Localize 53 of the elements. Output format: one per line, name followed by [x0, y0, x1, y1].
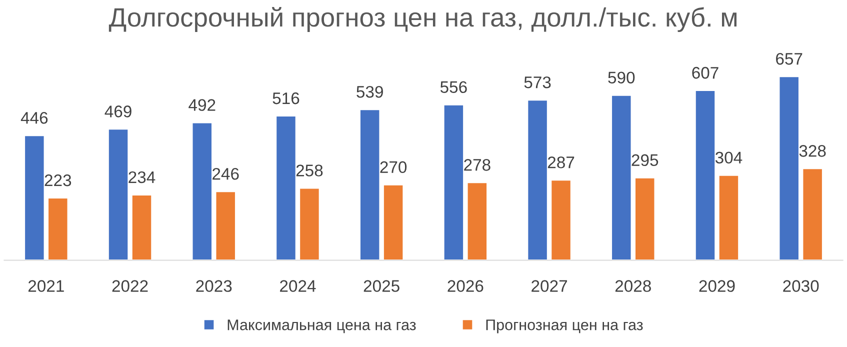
bar	[298, 187, 320, 260]
x-tick-label: 2025	[364, 280, 400, 292]
bar	[550, 179, 572, 260]
bar	[778, 76, 800, 260]
bar	[359, 108, 381, 260]
data-label: 295	[632, 154, 658, 166]
bar	[526, 99, 548, 260]
bar	[442, 104, 464, 260]
x-tick-label: 2026	[448, 280, 484, 292]
x-tick-label: 2027	[532, 280, 567, 292]
chart-title: Долгосрочный прогноз цен на газ, долл./тыс. куб. м	[108, 6, 736, 32]
data-label: 469	[104, 106, 132, 118]
bar	[466, 182, 488, 260]
bar	[214, 190, 236, 260]
x-tick-label: 2024	[280, 280, 316, 292]
legend-label: Максимальная цена на газ	[228, 320, 416, 334]
bar	[802, 168, 824, 260]
data-label: 539	[356, 86, 383, 98]
data-label: 328	[799, 145, 826, 157]
x-tick-label: 2029	[699, 280, 735, 292]
x-tick-label: 2021	[28, 280, 64, 292]
data-label: 278	[464, 159, 490, 171]
data-label: 258	[296, 164, 323, 176]
data-label: 234	[128, 171, 156, 184]
data-label: 492	[188, 99, 216, 111]
data-label: 223	[44, 174, 72, 186]
x-tick-label: 2022	[112, 280, 148, 292]
data-label: 287	[548, 156, 574, 168]
bar	[694, 90, 716, 260]
data-label: 556	[440, 81, 467, 94]
data-label: 657	[776, 52, 802, 65]
data-label: 516	[272, 92, 300, 104]
data-label: 573	[524, 76, 551, 88]
bar	[382, 184, 404, 260]
bar	[634, 176, 656, 260]
data-label: 446	[20, 112, 48, 124]
data-label: 304	[715, 152, 742, 164]
data-label: 246	[212, 168, 239, 180]
bar	[130, 194, 153, 260]
bar	[275, 115, 297, 260]
bar	[47, 197, 69, 260]
bar	[24, 134, 46, 260]
legend-label: Прогнозная цен на газ	[486, 320, 643, 334]
x-tick-label: 2028	[615, 280, 651, 292]
x-tick-label: 2023	[196, 280, 232, 292]
data-label: 590	[608, 72, 635, 84]
bar	[108, 128, 130, 260]
bar	[718, 174, 740, 260]
data-label: 607	[692, 66, 718, 79]
bar	[610, 94, 632, 260]
x-tick-label: 2030	[783, 280, 819, 292]
bar	[191, 122, 213, 260]
data-label: 270	[380, 161, 407, 174]
